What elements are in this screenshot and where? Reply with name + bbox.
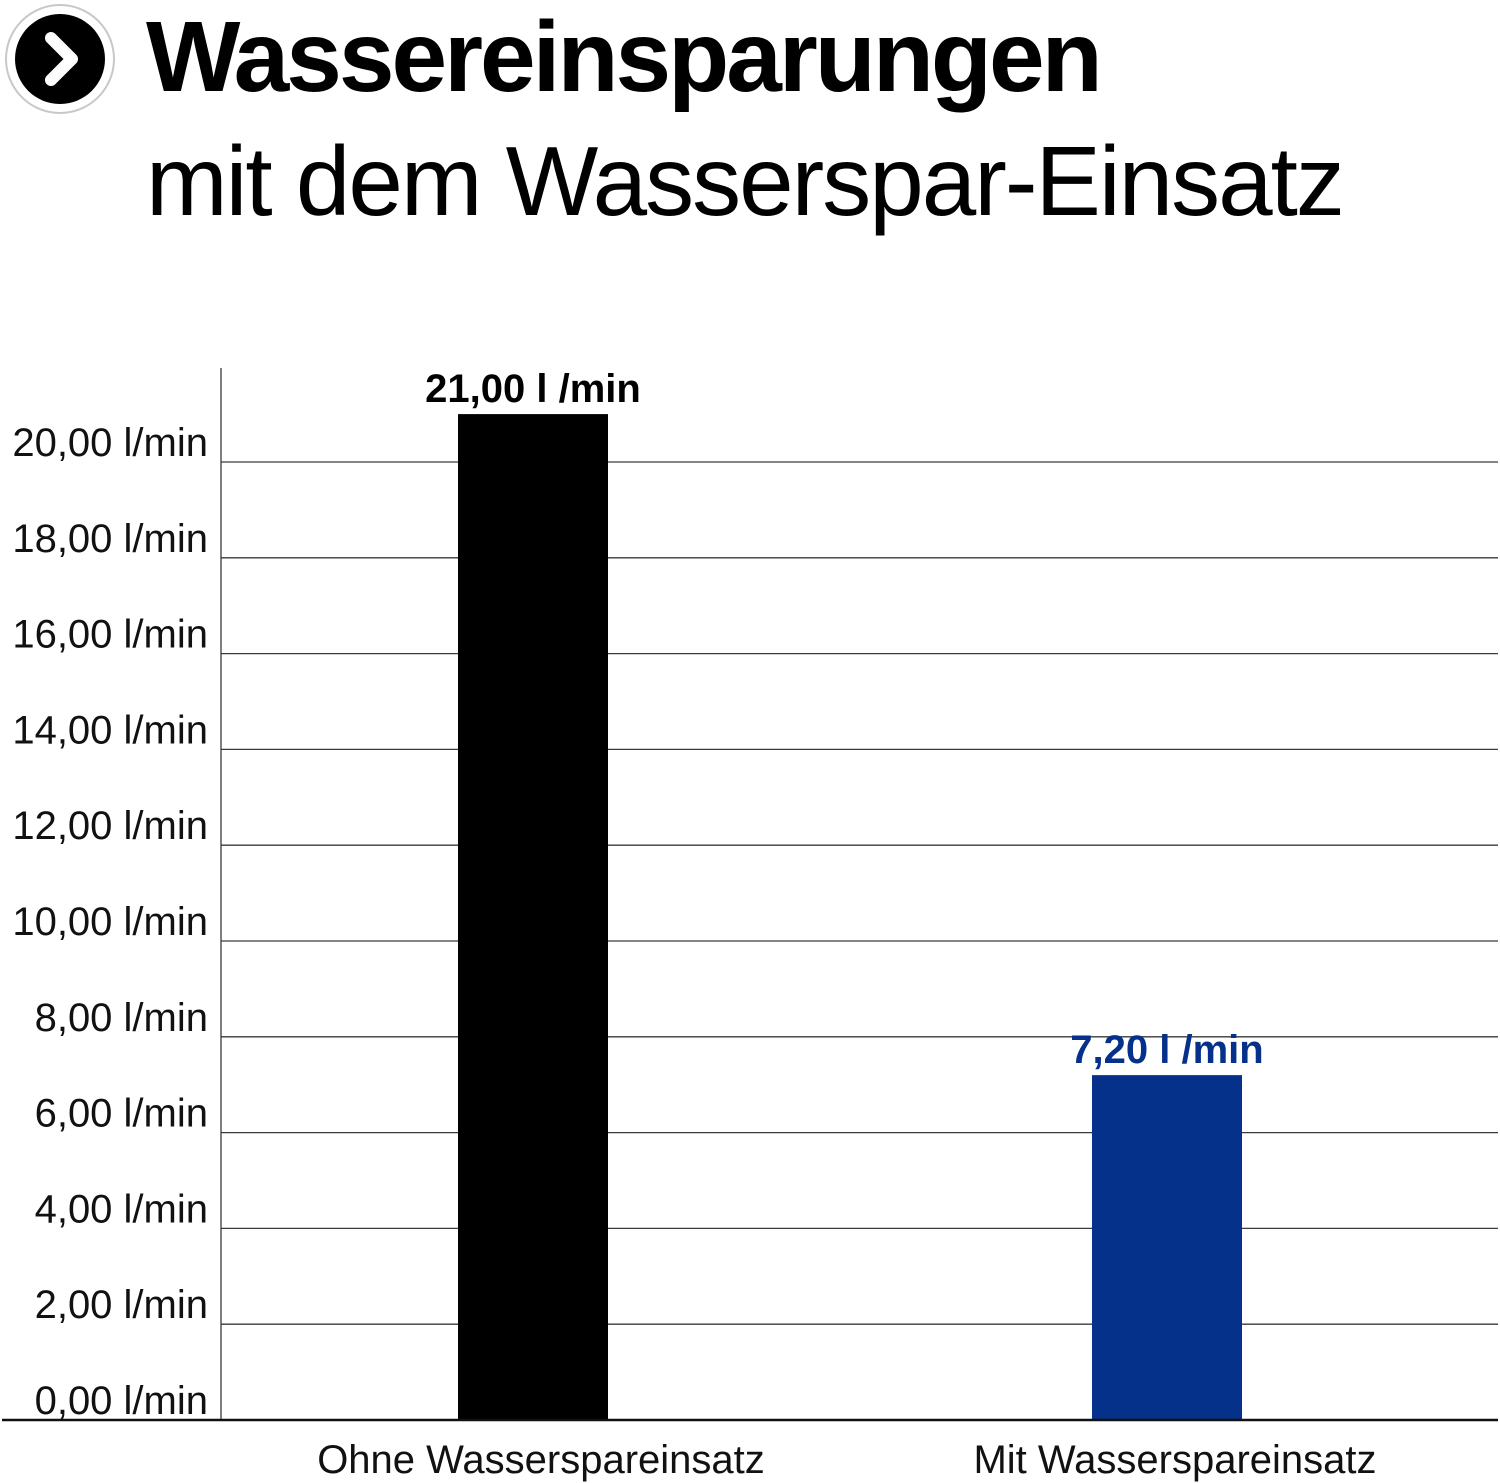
x-category-label: Ohne Wasserspareinsatz xyxy=(317,1438,765,1482)
x-category-labels: Ohne Wasserspareinsatz Mit Wasserspareins… xyxy=(317,1438,1376,1482)
y-tick-label: 0,00 l/min xyxy=(35,1379,208,1423)
y-tick-labels: 0,00 l/min 2,00 l/min 4,00 l/min 6,00 l/min… xyxy=(12,421,208,1423)
grid-lines xyxy=(221,461,1498,1325)
y-tick-label: 18,00 l/min xyxy=(12,517,208,561)
y-tick-label: 2,00 l/min xyxy=(35,1283,208,1327)
chart-subtitle: mit dem Wasserspar-Einsatz xyxy=(146,126,1345,236)
bar xyxy=(1092,1075,1242,1420)
value-labels: 21,00 l /min 7,20 l /min xyxy=(425,367,1264,1072)
axes xyxy=(2,368,1498,1422)
y-tick-label: 4,00 l/min xyxy=(35,1187,208,1231)
bars xyxy=(458,414,1242,1421)
badge xyxy=(5,4,115,114)
bar xyxy=(458,414,608,1421)
value-label: 7,20 l /min xyxy=(1070,1028,1263,1072)
value-label: 21,00 l /min xyxy=(425,367,641,411)
chevron-right-circle-icon xyxy=(15,14,105,104)
y-tick-label: 16,00 l/min xyxy=(12,613,208,657)
y-tick-label: 8,00 l/min xyxy=(35,996,208,1040)
y-tick-label: 14,00 l/min xyxy=(12,708,208,752)
chart-header: Wassereinsparungen mit dem Wasserspar-Ei… xyxy=(0,0,1500,260)
y-tick-label: 10,00 l/min xyxy=(12,900,208,944)
chart-title: Wassereinsparungen xyxy=(146,1,1103,113)
y-tick-label: 20,00 l/min xyxy=(12,421,208,465)
y-tick-label: 6,00 l/min xyxy=(35,1092,208,1136)
y-tick-label: 12,00 l/min xyxy=(12,804,208,848)
x-category-label: Mit Wasserspareinsatz xyxy=(973,1438,1376,1482)
